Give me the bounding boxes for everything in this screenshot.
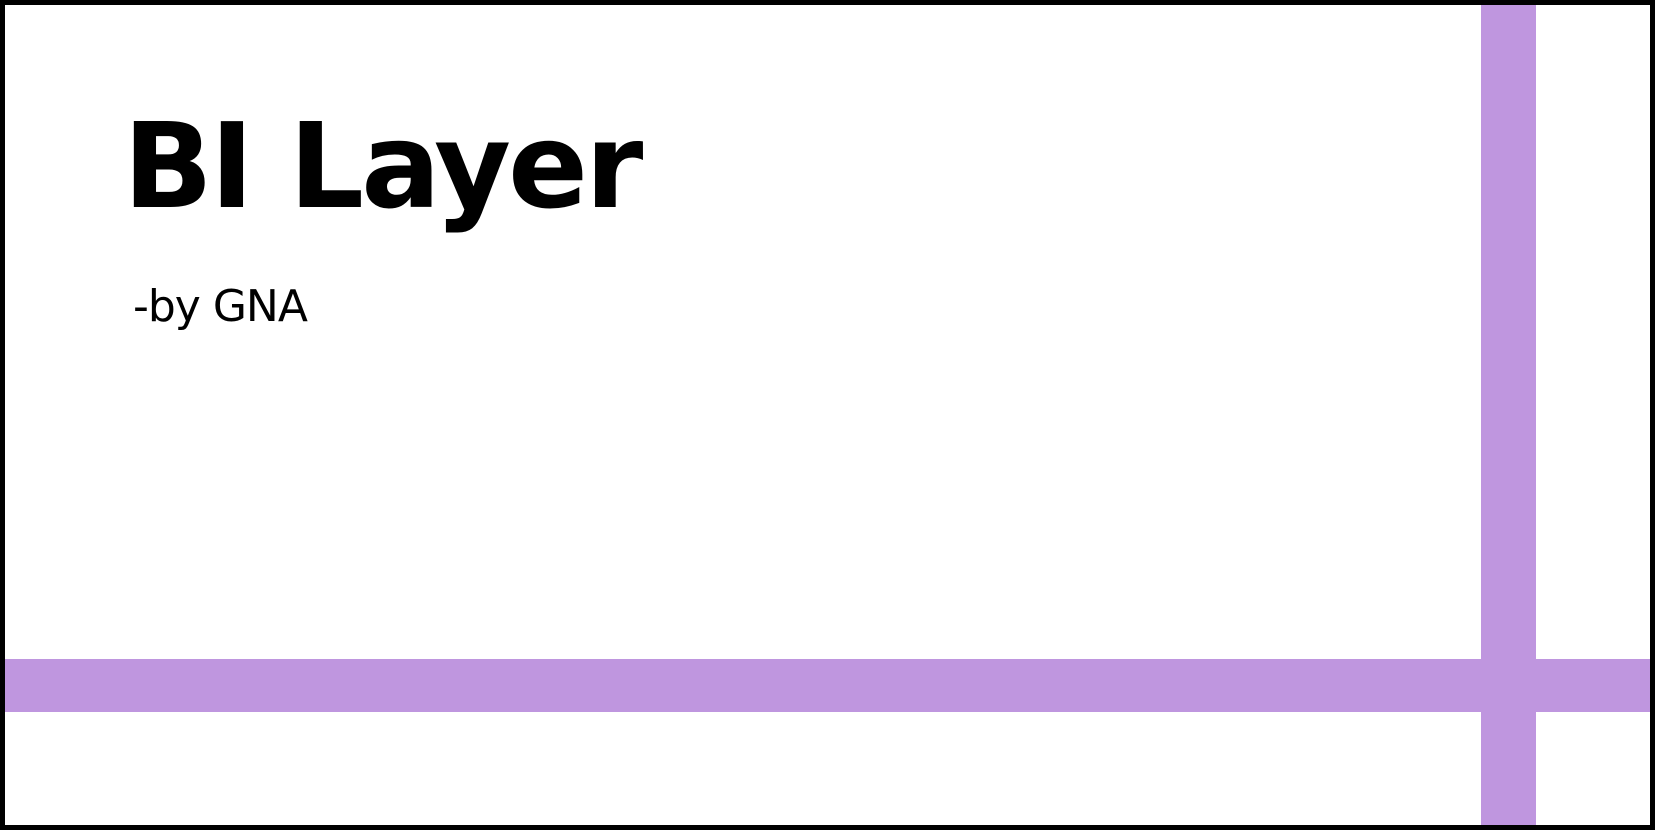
slide-title: BI Layer <box>123 97 643 235</box>
horizontal-accent-band <box>5 659 1650 712</box>
slide-subtitle: -by GNA <box>133 281 308 332</box>
